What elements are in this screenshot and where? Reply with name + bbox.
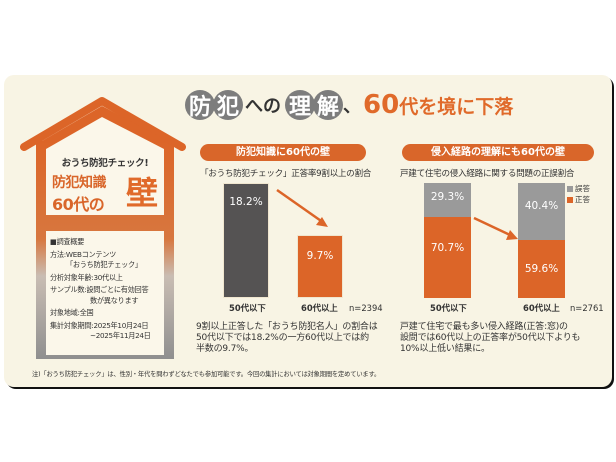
left-x-label-50s: 50代以下: [229, 303, 266, 313]
left-chart-subtitle: 「おうち防犯チェック」正答率9割以上の割合: [200, 169, 372, 179]
decline-arrow-icon: [276, 188, 328, 227]
survey-method: 方法:WEBコンテンツ: [50, 249, 117, 259]
title-particle: への: [245, 96, 281, 117]
bar-value: 70.7%: [430, 242, 465, 254]
headline-line1: 防犯知識: [52, 175, 107, 191]
title-accent-number: 60: [363, 90, 400, 120]
bar-value: 29.3%: [430, 191, 465, 203]
desc-line: 10%以上低い結果に。: [400, 344, 490, 355]
right-sample-size: n=2761: [570, 303, 604, 313]
left-chart-header: 防犯知識に60代の壁: [200, 144, 366, 161]
footnote: 注)「おうち防犯チェック」は、性別・年代を問わずどなたでも参加可能です。今回の集…: [32, 371, 381, 378]
survey-region: 対象地域:全国: [50, 308, 94, 317]
right-x-label-60s: 60代以上: [523, 303, 560, 313]
legend-swatch-gray: [567, 185, 573, 192]
left-bar-50s: 18.2%: [223, 183, 269, 298]
house-kicker: おうち防犯チェック!: [61, 158, 149, 169]
right-chart-description: 戸建て住宅で最も多い侵入経路(正答:窓)の 設問では60代以上の正答率が50代以…: [400, 322, 581, 356]
chart-legend: 誤答 正答: [567, 183, 590, 205]
desc-line: 半数の9.7%。: [196, 344, 254, 355]
title-circle-char: 防: [185, 90, 215, 120]
right-chart-subtitle: 戸建て住宅の侵入経路に関する問題の正誤割合: [400, 169, 575, 179]
survey-summary-panel: ■調査概要 方法:WEBコンテンツ 「おうち防犯チェック」 分析対象年齢:30代…: [46, 231, 164, 355]
title-circle-char: 犯: [213, 90, 243, 120]
decline-arrow-icon: [473, 216, 518, 240]
desc-line: 50代以下では18.2%の一方60代以上では約: [196, 333, 369, 344]
legend-swatch-orange: [567, 196, 573, 203]
headline-wall: 壁: [125, 174, 158, 212]
desc-line: 9割以上正答した「おうち防犯名人」の割合は: [196, 322, 378, 332]
left-bar-60s: 9.7%: [297, 235, 343, 298]
title-accent-text: 代を境に下落: [399, 95, 514, 118]
survey-age: 分析対象年齢:30代以上: [50, 272, 123, 282]
survey-sample-value: 数が異なります: [90, 295, 139, 305]
legend-label: 正答: [575, 195, 590, 204]
right-bar-60s: 40.4% 59.6%: [518, 183, 565, 298]
page-title: 防 犯 への 理 解 、 60 代を境に下落: [185, 87, 513, 123]
bar-segment-wrong: 29.3%: [424, 183, 471, 217]
bar-segment: 18.2%: [223, 183, 269, 298]
survey-period-value: ~2025年11月24日: [90, 331, 151, 340]
bar-segment-right: 70.7%: [424, 217, 471, 298]
legend-item-right: 正答: [567, 194, 590, 205]
survey-sample: サンプル数:設問ごとに有効回答: [50, 285, 149, 294]
desc-line: 設問では60代以上の正答率が50代以下よりも: [400, 333, 581, 344]
bar-segment: 9.7%: [297, 235, 343, 298]
legend-item-wrong: 誤答: [567, 183, 590, 194]
headline-line2: 60代の: [52, 195, 105, 214]
right-x-label-50s: 50代以下: [430, 303, 467, 313]
survey-method-value: 「おうち防犯チェック」: [66, 260, 142, 269]
title-comma: 、: [343, 96, 361, 117]
bar-segment-right: 59.6%: [518, 240, 565, 298]
house-headline: 防犯知識 60代の 壁: [46, 172, 164, 216]
bar-value: 9.7%: [306, 250, 334, 262]
right-bar-50s: 29.3% 70.7%: [424, 183, 471, 298]
left-chart-description: 9割以上正答した「おうち防犯名人」の割合は 50代以下では18.2%の一方60代…: [196, 322, 378, 356]
right-chart-header: 侵入経路の理解にも60代の壁: [402, 144, 594, 161]
desc-line: 戸建て住宅で最も多い侵入経路(正答:窓)の: [400, 322, 568, 332]
title-circle-char: 理: [285, 90, 315, 120]
title-circle-char: 解: [313, 90, 343, 120]
left-x-label-60s: 60代以上: [301, 303, 338, 313]
house-illustration: おうち防犯チェック! 防犯知識 60代の 壁 ■調査概要 方法:WEBコンテンツ…: [4, 75, 204, 387]
left-sample-size: n=2394: [349, 303, 383, 313]
infographic-card: おうち防犯チェック! 防犯知識 60代の 壁 ■調査概要 方法:WEBコンテンツ…: [4, 75, 612, 387]
survey-heading: ■調査概要: [50, 237, 85, 246]
bar-value: 18.2%: [229, 196, 263, 208]
bar-value: 59.6%: [524, 263, 559, 275]
bar-value: 40.4%: [524, 200, 559, 212]
legend-label: 誤答: [575, 184, 590, 193]
house-headline-panel: おうち防犯チェック! 防犯知識 60代の 壁: [46, 149, 164, 215]
survey-period: 集計対象期間:2025年10月24日: [50, 320, 149, 330]
bar-segment-wrong: 40.4%: [518, 183, 565, 240]
